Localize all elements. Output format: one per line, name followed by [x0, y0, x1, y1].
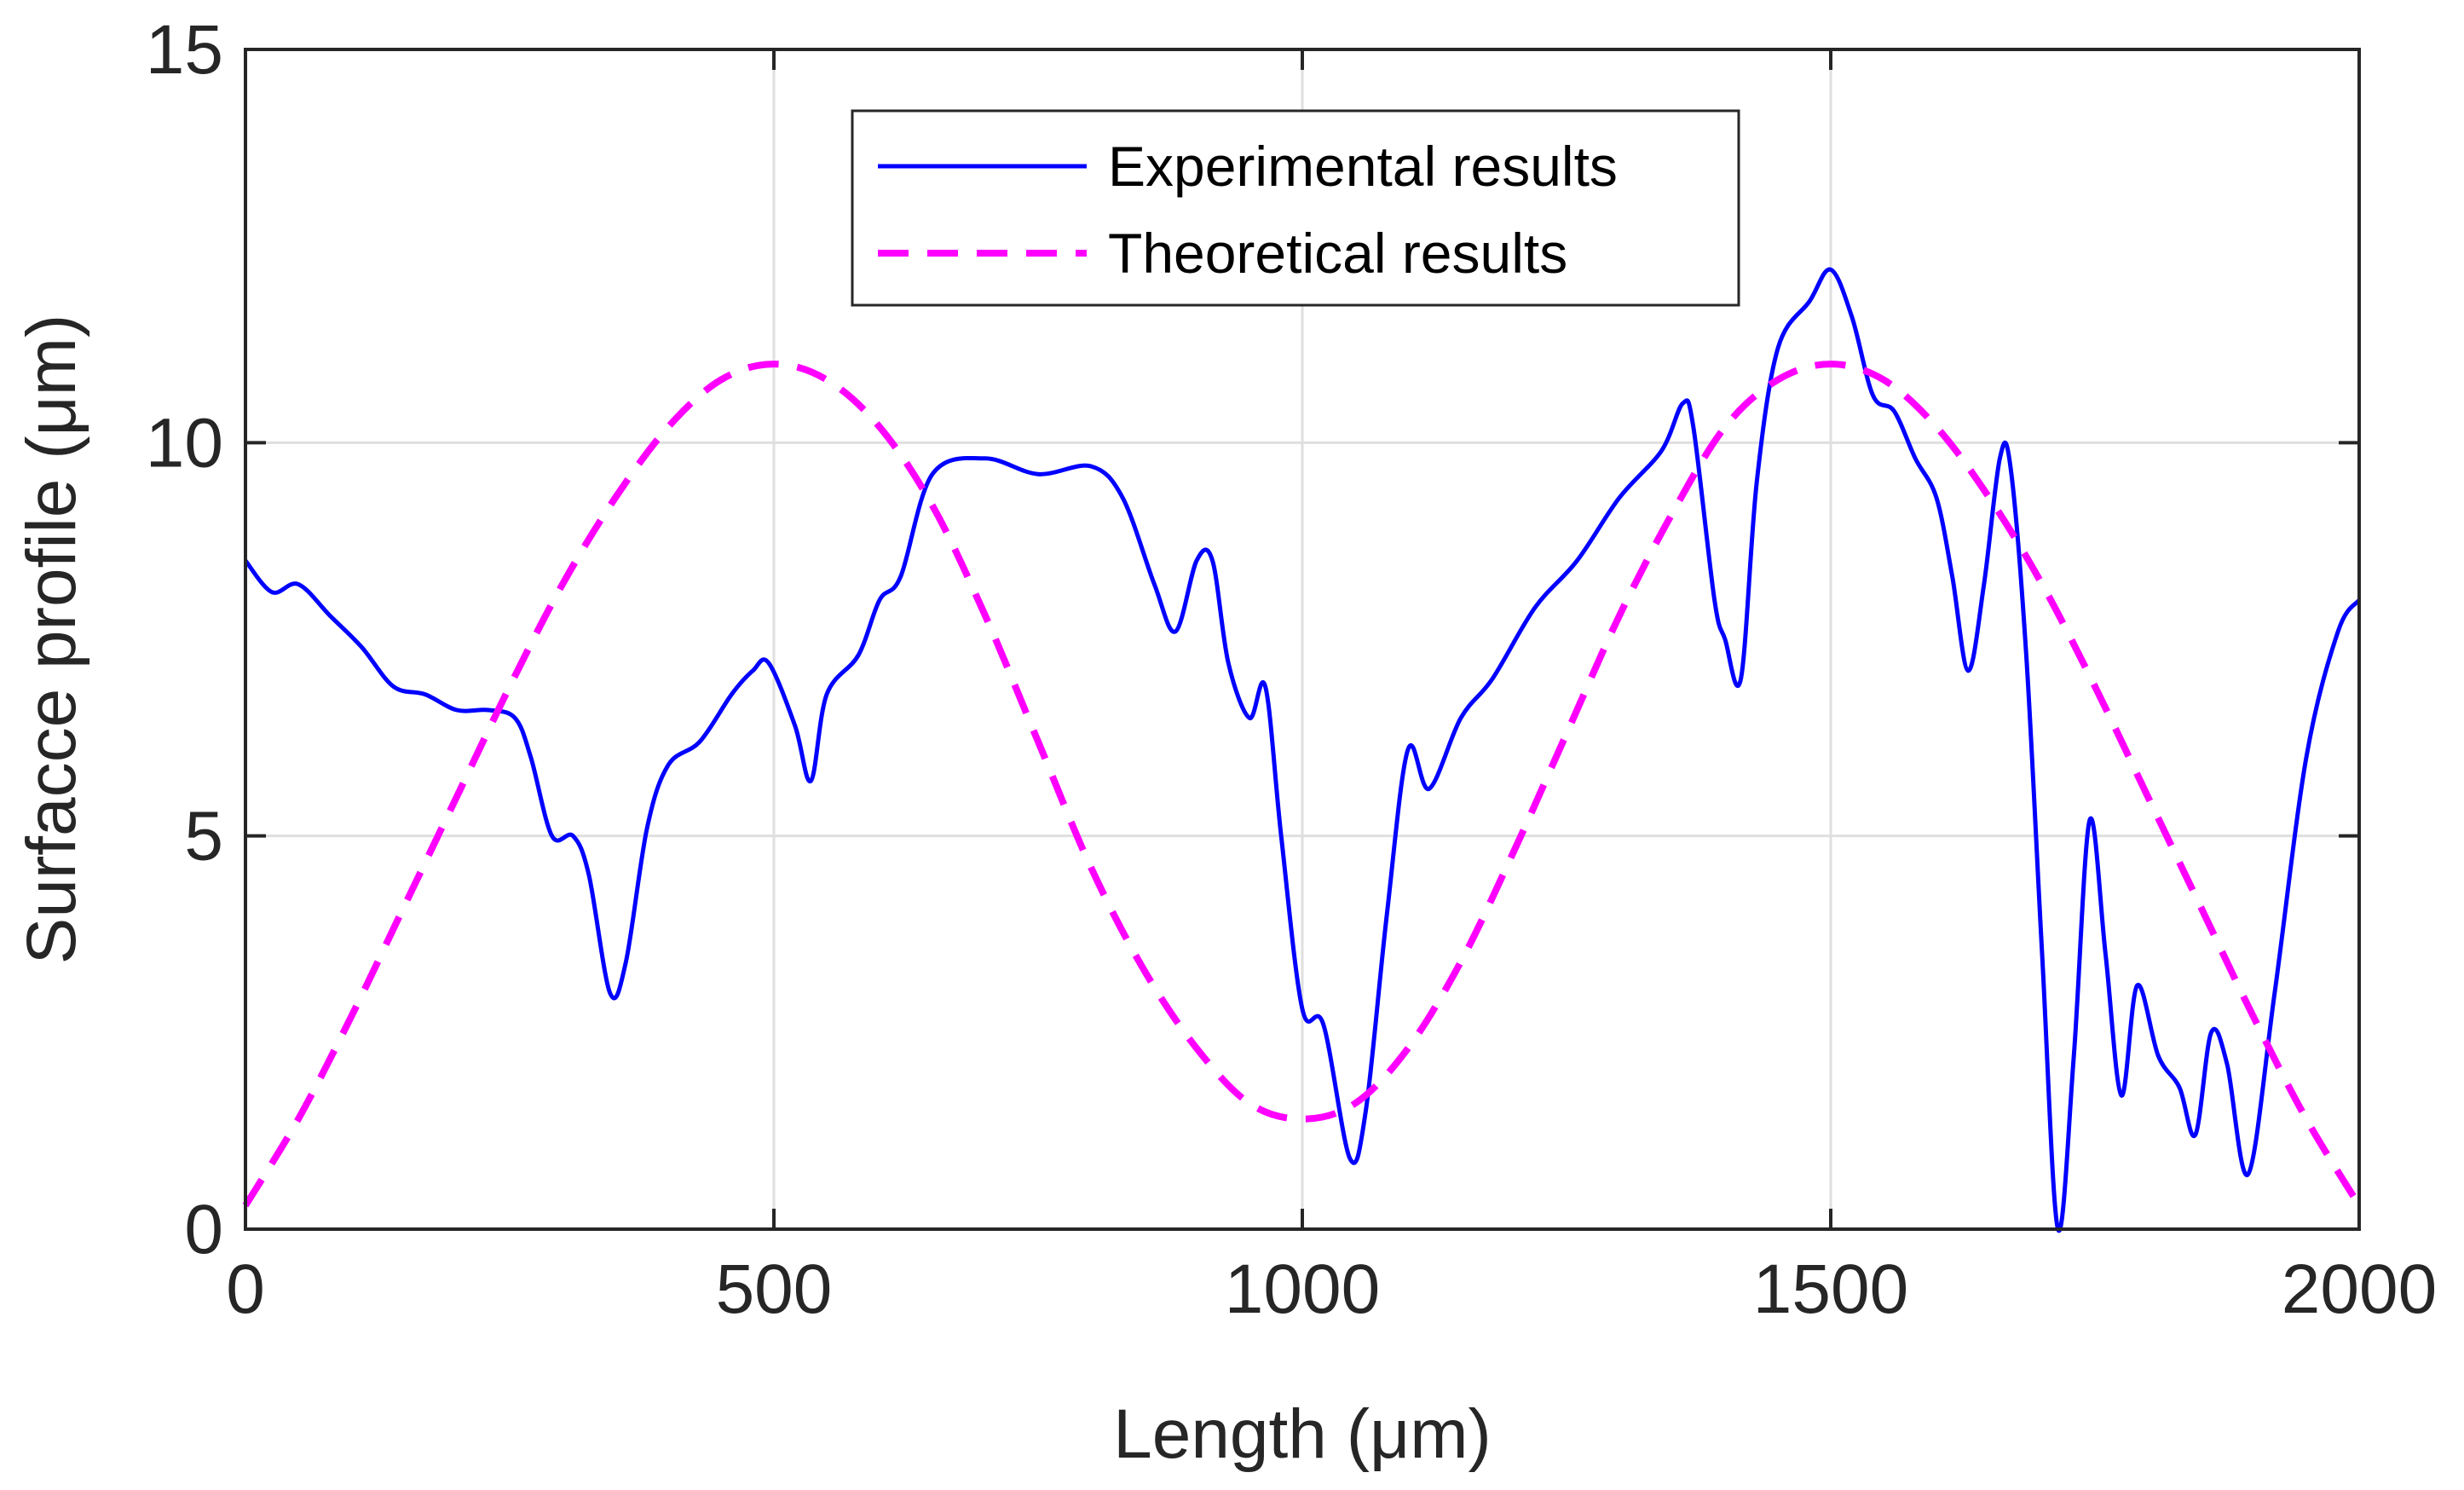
legend-label-theoretical: Theoretical results — [1108, 222, 1567, 285]
ticks: 0 500 1000 1500 2000 0 5 10 15 — [146, 11, 2437, 1328]
x-tick-label: 1500 — [1753, 1250, 1908, 1328]
y-tick-label: 5 — [184, 798, 223, 875]
y-axis-label: Surfacce profile (μm) — [13, 315, 90, 965]
y-tick-label: 15 — [146, 11, 223, 89]
legend-box — [851, 109, 1740, 307]
x-tick-label: 1000 — [1225, 1250, 1380, 1328]
y-tick-label: 10 — [146, 404, 223, 482]
series-line-experimental — [244, 267, 2362, 1233]
legend-label-experimental: Experimental results — [1108, 135, 1618, 198]
series-line-theoretical — [242, 361, 2363, 1208]
y-tick-label: 0 — [184, 1191, 223, 1268]
x-axis-label: Length (μm) — [1113, 1395, 1492, 1473]
x-tick-label: 0 — [226, 1250, 265, 1328]
legend: Experimental results Theoretical results — [851, 109, 1740, 307]
series-layer — [242, 267, 2363, 1233]
x-tick-label: 500 — [716, 1250, 833, 1328]
x-tick-label: 2000 — [2282, 1250, 2437, 1328]
